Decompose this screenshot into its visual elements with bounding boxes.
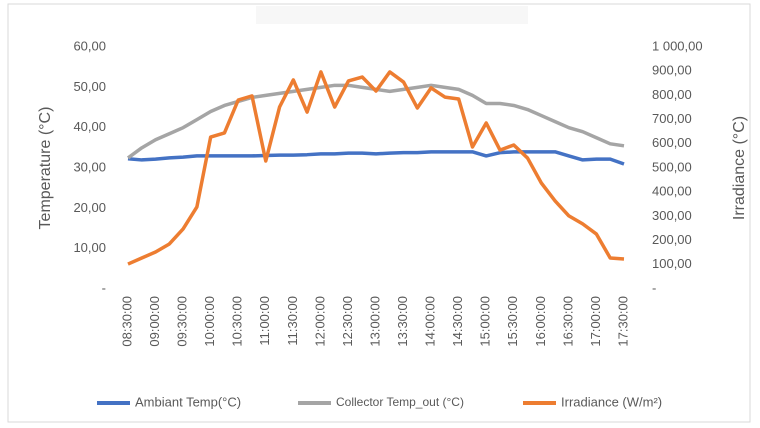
x-tick-label: 11:00:00 bbox=[257, 296, 272, 346]
x-tick-label: 16:00:00 bbox=[533, 296, 548, 347]
y2-tick-label: 600,00 bbox=[652, 135, 692, 150]
x-tick-label: 13:00:00 bbox=[367, 296, 382, 347]
y2-tick-label: 800,00 bbox=[652, 87, 692, 102]
series-line bbox=[127, 70, 625, 266]
y-tick-label: - bbox=[102, 280, 106, 295]
x-tick-label: 16:30:00 bbox=[560, 296, 575, 347]
y-tick-label: 40,00 bbox=[73, 119, 106, 134]
title-placeholder bbox=[256, 6, 528, 24]
y-tick-label: 60,00 bbox=[73, 38, 106, 53]
y-tick-label: 30,00 bbox=[73, 159, 106, 174]
y2-tick-label: 900,00 bbox=[652, 63, 692, 78]
y-tick-label: 50,00 bbox=[73, 79, 106, 94]
x-tick-label: 12:30:00 bbox=[340, 296, 355, 347]
x-tick-label: 10:00:00 bbox=[202, 296, 217, 347]
legend-label: Collector Temp_out (°C) bbox=[336, 395, 464, 409]
y2-tick-label: 100,00 bbox=[652, 256, 692, 271]
x-tick-label: 08:30:00 bbox=[119, 296, 134, 347]
y2-tick-label: 500,00 bbox=[652, 159, 692, 174]
y2-tick-label: 700,00 bbox=[652, 111, 692, 126]
y-tick-label: 20,00 bbox=[73, 200, 106, 215]
chart-frame bbox=[7, 3, 751, 423]
x-tick-label: 15:00:00 bbox=[478, 296, 493, 347]
x-tick-label: 14:30:00 bbox=[450, 296, 465, 347]
x-tick-label: 17:30:00 bbox=[615, 296, 630, 347]
y2-tick-label: 1 000,00 bbox=[652, 38, 703, 53]
x-tick-label: 09:00:00 bbox=[147, 296, 162, 347]
x-tick-label: 09:30:00 bbox=[175, 296, 190, 347]
legend-label: Irradiance (W/m²) bbox=[561, 394, 662, 409]
y2-tick-label: 300,00 bbox=[652, 208, 692, 223]
y-tick-label: 10,00 bbox=[73, 240, 106, 255]
x-tick-label: 14:00:00 bbox=[423, 296, 438, 347]
legend-label: Ambiant Temp(°C) bbox=[135, 394, 241, 409]
x-tick-label: 11:30:00 bbox=[285, 296, 300, 346]
x-tick-label: 12:00:00 bbox=[312, 296, 327, 347]
y2-tick-label: - bbox=[652, 280, 656, 295]
y2-tick-label: 200,00 bbox=[652, 232, 692, 247]
series-line bbox=[127, 150, 625, 166]
x-tick-label: 15:30:00 bbox=[505, 296, 520, 347]
x-tick-label: 17:00:00 bbox=[588, 296, 603, 347]
x-tick-label: 10:30:00 bbox=[230, 296, 245, 347]
x-tick-label: 13:30:00 bbox=[395, 296, 410, 347]
y2-axis-title: Irradiance (°C) bbox=[731, 116, 748, 220]
y-axis-title: Temperature (°C) bbox=[37, 107, 54, 230]
y2-tick-label: 400,00 bbox=[652, 184, 692, 199]
